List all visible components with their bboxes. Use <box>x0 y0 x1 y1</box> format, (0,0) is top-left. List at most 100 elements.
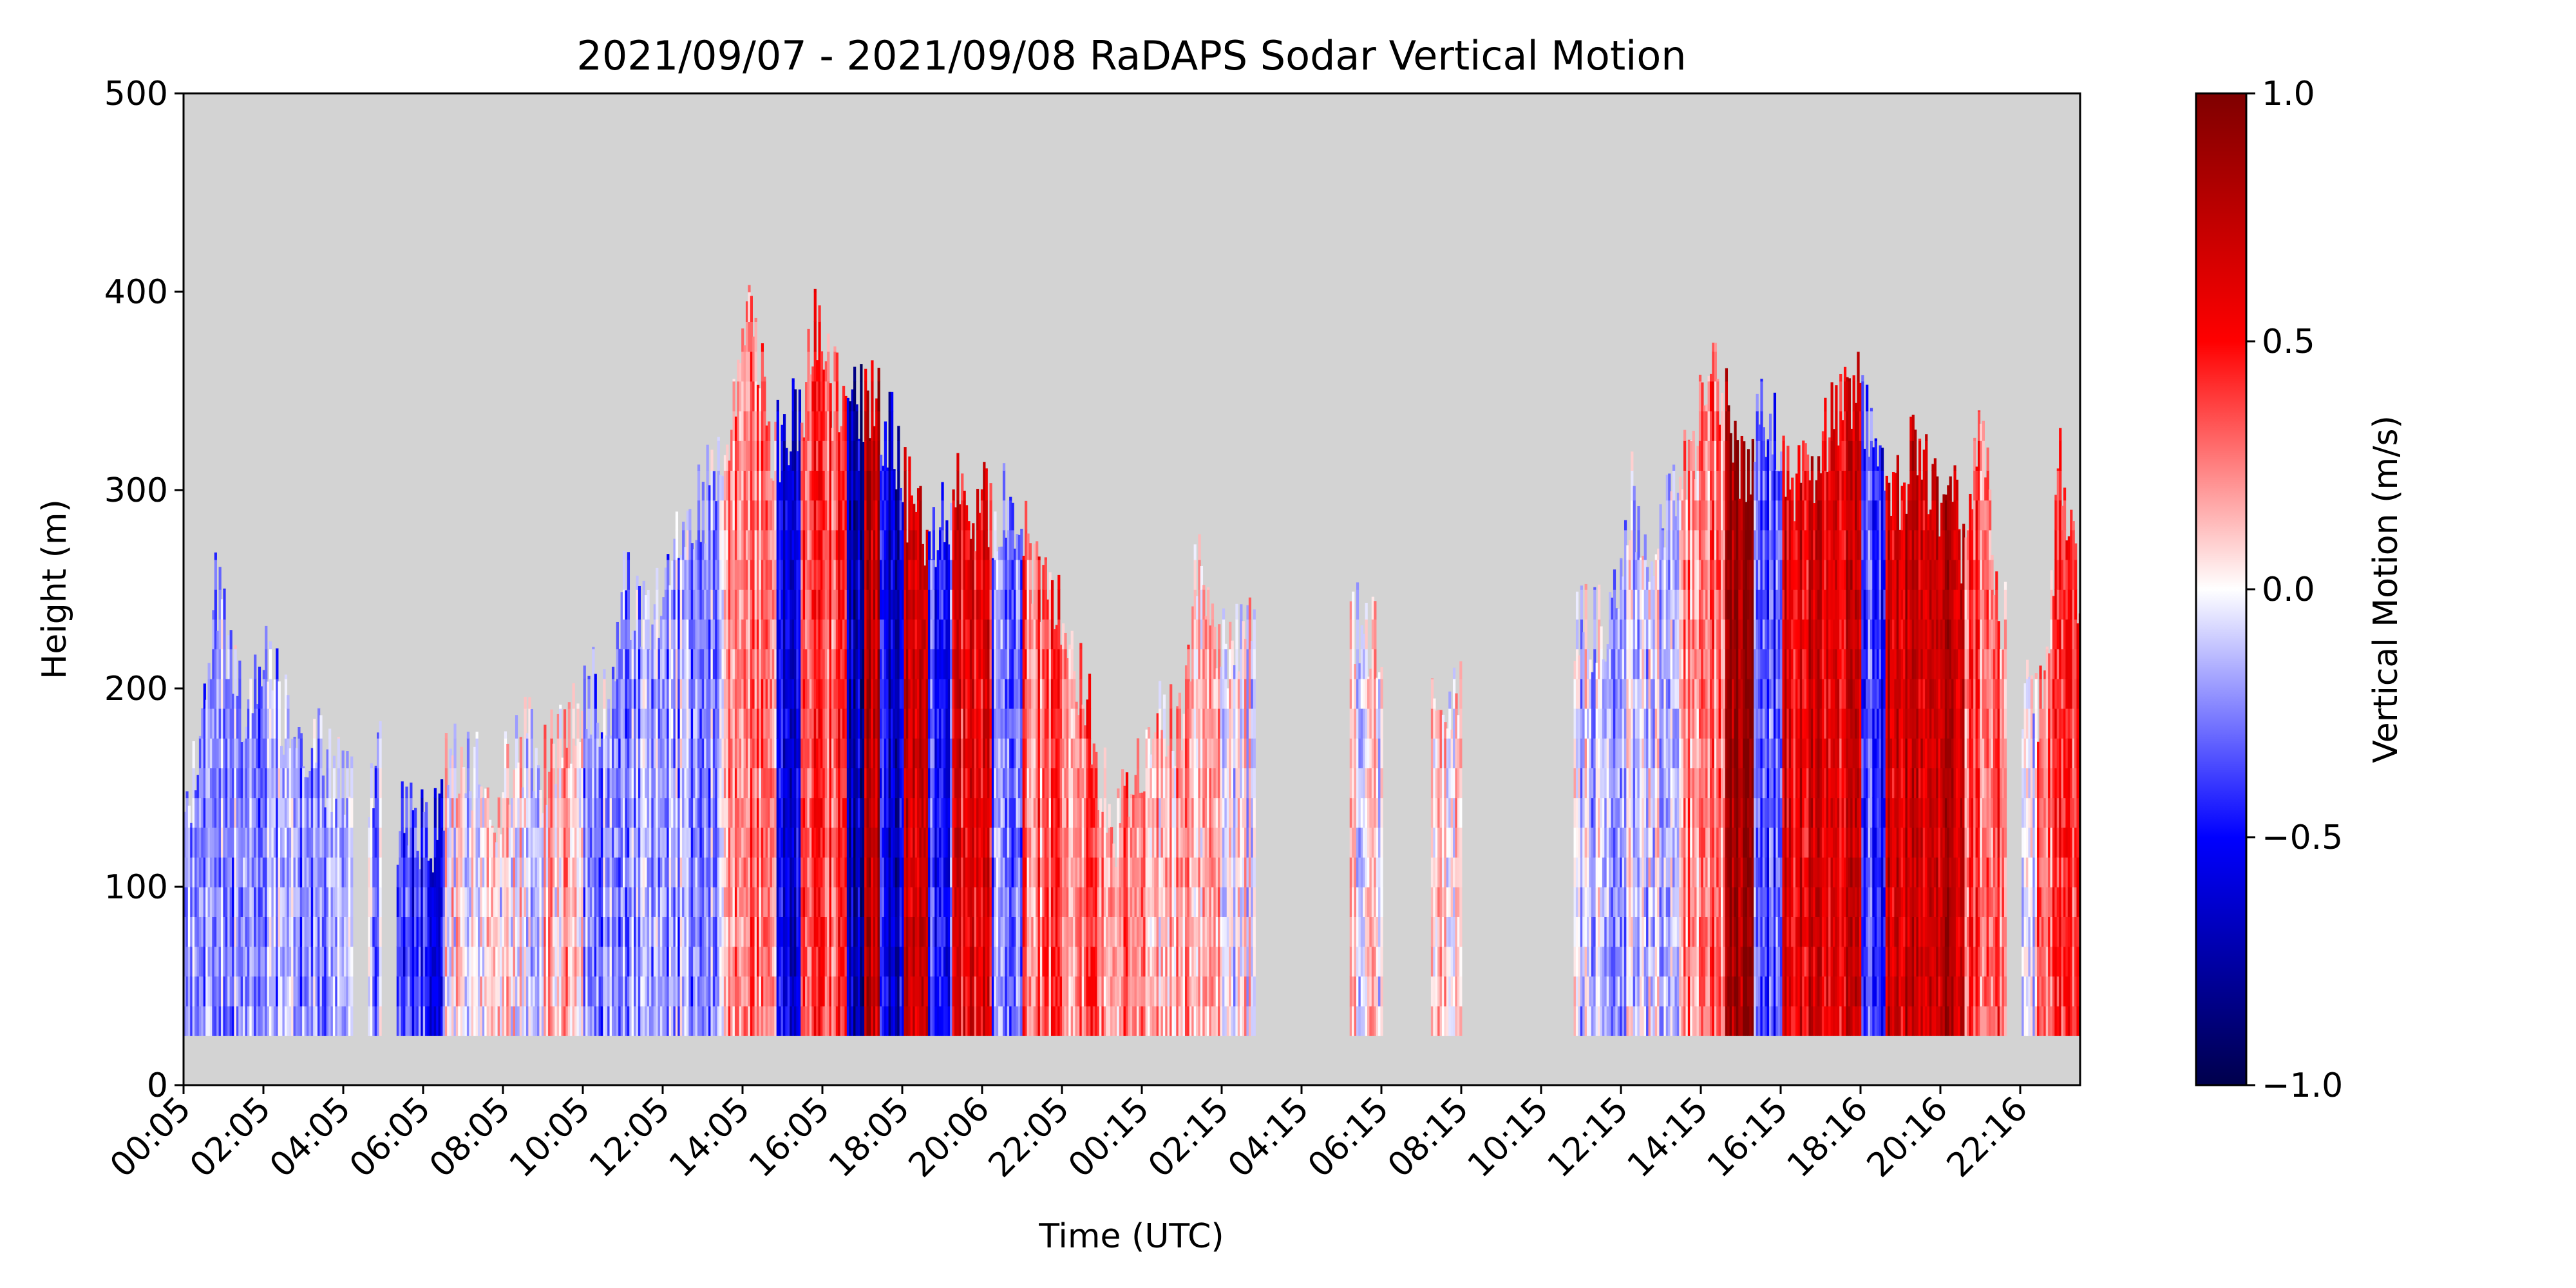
heatmap-cell <box>240 916 243 947</box>
heatmap-cell <box>822 738 826 768</box>
heatmap-cell <box>649 678 652 709</box>
heatmap-cell <box>759 797 762 828</box>
heatmap-cell <box>779 946 782 977</box>
heatmap-cell <box>833 649 837 679</box>
heatmap-cell <box>330 976 334 1007</box>
heatmap-cell <box>800 649 804 679</box>
heatmap-cell <box>704 946 707 977</box>
heatmap-cell <box>886 797 889 828</box>
heatmap-cell <box>412 916 415 947</box>
heatmap-cell <box>675 827 679 858</box>
heatmap-cell <box>686 589 690 620</box>
heatmap-cell <box>640 649 643 679</box>
heatmap-column <box>776 399 779 1036</box>
heatmap-cell <box>524 916 527 947</box>
heatmap-cell <box>405 916 408 947</box>
heatmap-cell <box>860 410 863 441</box>
heatmap-cell <box>682 976 685 1007</box>
heatmap-cell <box>559 916 562 947</box>
heatmap-cell <box>192 916 195 947</box>
heatmap-cell <box>410 946 413 977</box>
heatmap-cell <box>844 827 848 858</box>
heatmap-cell <box>218 827 222 858</box>
heatmap-cell <box>276 1005 279 1036</box>
heatmap-cell <box>207 946 211 977</box>
heatmap-cell <box>820 827 824 858</box>
heatmap-column <box>868 438 872 1036</box>
heatmap-cell <box>589 734 593 739</box>
heatmap-cell <box>875 738 878 768</box>
heatmap-cell <box>699 542 703 560</box>
heatmap-cell <box>787 768 790 799</box>
heatmap-cell <box>849 738 852 768</box>
heatmap-cell <box>212 1005 215 1036</box>
heatmap-cell <box>838 619 841 650</box>
heatmap-cell <box>679 916 683 947</box>
heatmap-cell <box>418 1005 422 1036</box>
heatmap-cell <box>282 754 285 768</box>
heatmap-cell <box>539 1005 542 1036</box>
heatmap-cell <box>321 827 325 858</box>
heatmap-cell <box>717 678 720 709</box>
heatmap-cell <box>576 797 580 828</box>
heatmap-cell <box>750 470 753 501</box>
heatmap-cell <box>846 708 850 739</box>
heatmap-cell <box>833 410 837 441</box>
heatmap-cell <box>807 351 810 382</box>
heatmap-cell <box>809 529 813 560</box>
heatmap-cell <box>449 748 452 768</box>
heatmap-cell <box>723 619 727 650</box>
heatmap-cell <box>916 708 920 739</box>
heatmap-cell <box>723 470 727 501</box>
heatmap-cell <box>866 946 869 977</box>
heatmap-cell <box>743 470 746 501</box>
heatmap-cell <box>919 768 922 799</box>
heatmap-cell <box>634 916 637 947</box>
heatmap-cell <box>862 738 865 768</box>
heatmap-cell <box>563 946 567 977</box>
heatmap-cell <box>576 946 580 977</box>
heatmap-cell <box>192 768 195 799</box>
heatmap-column <box>293 737 296 1036</box>
heatmap-cell <box>914 619 918 650</box>
heatmap-column <box>787 465 790 1036</box>
heatmap-cell <box>822 529 826 560</box>
heatmap-cell <box>816 500 819 531</box>
heatmap-cell <box>269 678 272 709</box>
heatmap-cell <box>693 887 696 917</box>
heatmap-cell <box>743 827 746 858</box>
heatmap-cell <box>414 827 417 858</box>
heatmap-cell <box>319 1005 323 1036</box>
heatmap-cell <box>877 1005 880 1036</box>
heatmap-cell <box>236 797 240 828</box>
heatmap-cell <box>853 559 857 590</box>
heatmap-cell <box>603 768 606 799</box>
heatmap-cell <box>249 678 252 709</box>
heatmap-cell <box>565 768 569 799</box>
heatmap-cell <box>603 708 606 739</box>
heatmap-cell <box>695 559 698 590</box>
heatmap-cell <box>800 797 804 828</box>
heatmap-cell <box>229 1005 232 1036</box>
heatmap-cell <box>634 630 637 650</box>
heatmap-cell <box>636 887 639 917</box>
heatmap-column <box>842 386 846 1036</box>
heatmap-cell <box>824 470 828 501</box>
heatmap-cell <box>877 738 880 768</box>
heatmap-cell <box>587 916 591 947</box>
heatmap-cell <box>218 1005 222 1036</box>
heatmap-cell <box>750 559 753 590</box>
heatmap-cell <box>618 827 621 858</box>
heatmap-cell <box>653 678 656 709</box>
heatmap-cell <box>205 976 209 1007</box>
heatmap-cell <box>422 916 426 947</box>
heatmap-column <box>585 729 589 1036</box>
heatmap-cell <box>782 708 786 739</box>
heatmap-cell <box>598 916 601 947</box>
heatmap-cell <box>667 797 670 828</box>
heatmap-cell <box>871 857 874 887</box>
heatmap-cell <box>634 887 637 917</box>
heatmap-cell <box>466 1005 470 1036</box>
heatmap-cell <box>842 649 846 679</box>
heatmap-cell <box>690 1005 694 1036</box>
